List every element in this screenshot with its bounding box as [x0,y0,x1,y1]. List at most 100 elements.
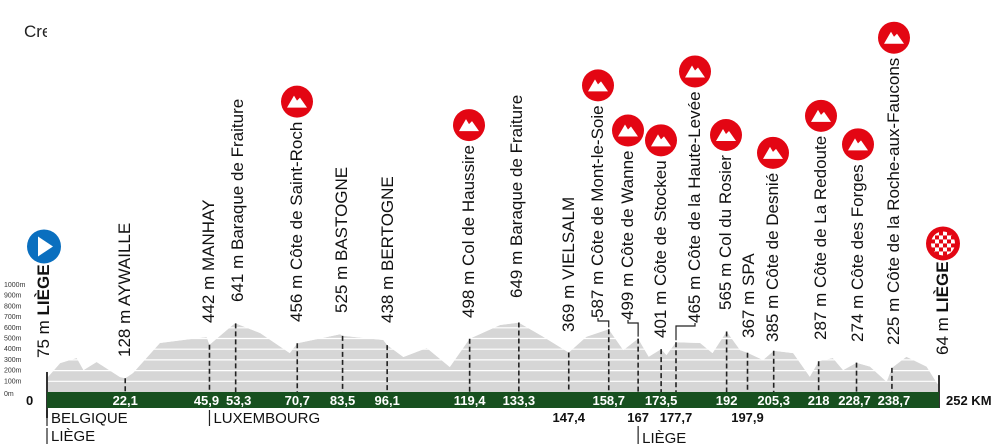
mountain-climb-icon [453,109,485,142]
km-label: 218 [808,393,830,408]
point-label: 565 m Col du Rosier [716,155,735,310]
mountain-shape [287,95,307,108]
checker-square [935,243,939,248]
checker-square [943,243,947,248]
point-elevation: 465 m [685,271,704,323]
distance-bar [47,392,939,408]
point-name: LIÈGE [933,261,952,312]
checker-square [935,235,939,240]
km-label: 147,4 [552,410,585,425]
region-label: LUXEMBOURG [213,410,320,427]
point-name: Col du Rosier [716,155,735,258]
mountain-shape [716,129,736,142]
point-label: 525 m BASTOGNE [332,167,351,313]
point-elevation: 128 m [115,306,134,357]
point-elevation: 498 m [459,266,478,318]
mountain-climb-icon [281,85,313,118]
elevation-profile-area [47,322,939,392]
point-label: 128 m AYWAILLE [115,223,134,357]
finish-km-label: 252 KM [946,393,992,408]
point-elevation: 385 m [763,290,782,342]
start-km-label: 0 [26,393,33,408]
checker-square [931,247,935,252]
y-tick-label: 0m [4,391,14,398]
point-name: AYWAILLE [115,223,134,306]
point-label: 456 m Côte de Saint-Roch [287,122,306,322]
mountain-climb-icon [757,136,789,169]
point-label: 367 m SPA [739,253,758,338]
point-name: Côte de Mont-le-Soie [588,105,607,266]
y-tick-label: 600m [4,325,22,332]
y-tick-label: 100m [4,378,22,385]
point-elevation: 456 m [287,270,306,322]
km-label: 158,7 [592,393,625,408]
mountain-climb-icon [582,69,614,102]
km-label: 167 [627,410,649,425]
point-elevation: 641 m [228,250,247,302]
point-elevation: 649 m [507,246,526,298]
mountain-climb-icon [805,99,837,132]
point-elevation: 565 m [716,258,735,310]
region-label: BELGIQUE [51,410,128,427]
km-label: 192 [716,393,738,408]
point-label: 225 m Côte de la Roche-aux-Faucons [884,58,903,345]
point-label: 498 m Col de Haussire [459,145,478,318]
play-shape [38,236,53,257]
point-name: Côte de la Haute-Levée [685,91,704,271]
point-label: 641 m Baraque de Fraiture [228,99,247,302]
checker-square [947,247,951,252]
point-name: MANHAY [199,200,218,271]
km-label: 238,7 [878,393,911,408]
mountain-shape [618,124,638,137]
point-elevation: 401 m [651,286,670,338]
point-label: 442 m MANHAY [199,200,218,323]
start-play-icon [27,229,61,264]
mountain-climb-icon [842,128,874,161]
point-label: 438 m BERTOGNE [378,176,397,323]
point-label: 385 m Côte de Desnié [763,173,782,342]
y-tick-label: 500m [4,336,22,343]
point-name: Côte de la Roche-aux-Faucons [884,58,903,293]
point-elevation: 369 m [559,280,578,332]
km-label: 205,3 [757,393,790,408]
point-elevation: 287 m [811,288,830,340]
point-name: LIÈGE [34,264,53,315]
km-label: 228,7 [838,393,871,408]
y-tick-label: 900m [4,293,22,300]
point-label: 369 m VIELSALM [559,197,578,332]
y-tick-label: 1000m [4,282,26,289]
km-label: 197,9 [731,410,764,425]
point-elevation: 367 m [739,286,758,338]
point-name: BASTOGNE [332,167,351,261]
finish-checkered-flag-icon [926,226,960,261]
point-elevation: 525 m [332,261,351,313]
checker-square [931,239,935,244]
point-name: SPA [739,253,758,286]
mountain-shape [811,109,831,122]
point-label: 401 m Côte de Stockeu [651,160,670,338]
point-name: Baraque de Fraiture [228,99,247,250]
km-label: 70,7 [285,393,310,408]
point-elevation: 438 m [378,271,397,323]
point-name: Côte des Forges [848,164,867,290]
mountain-climb-icon [878,21,910,54]
leader-line [675,323,696,341]
mountain-shape [459,119,479,132]
point-elevation: 587 m [588,266,607,318]
mountain-shape [651,134,671,147]
y-tick-label: 400m [4,346,22,353]
point-name: Côte de Desnié [763,173,782,290]
point-name: Côte de La Redoute [811,136,830,288]
point-label: 499 m Côte de Wanne [618,151,637,320]
km-label: 96,1 [375,393,400,408]
point-name: Col de Haussire [459,145,478,266]
mountain-climb-icon [710,119,742,152]
km-label: 177,7 [660,410,693,425]
point-label: 287 m Côte de La Redoute [811,136,830,340]
point-label: 64 m LIÈGE [933,261,952,355]
point-label: 274 m Côte des Forges [848,164,867,342]
point-elevation: 499 m [618,268,637,320]
mountain-shape [763,146,783,159]
km-label: 119,4 [454,393,487,408]
profile-sky-mask [47,0,939,386]
